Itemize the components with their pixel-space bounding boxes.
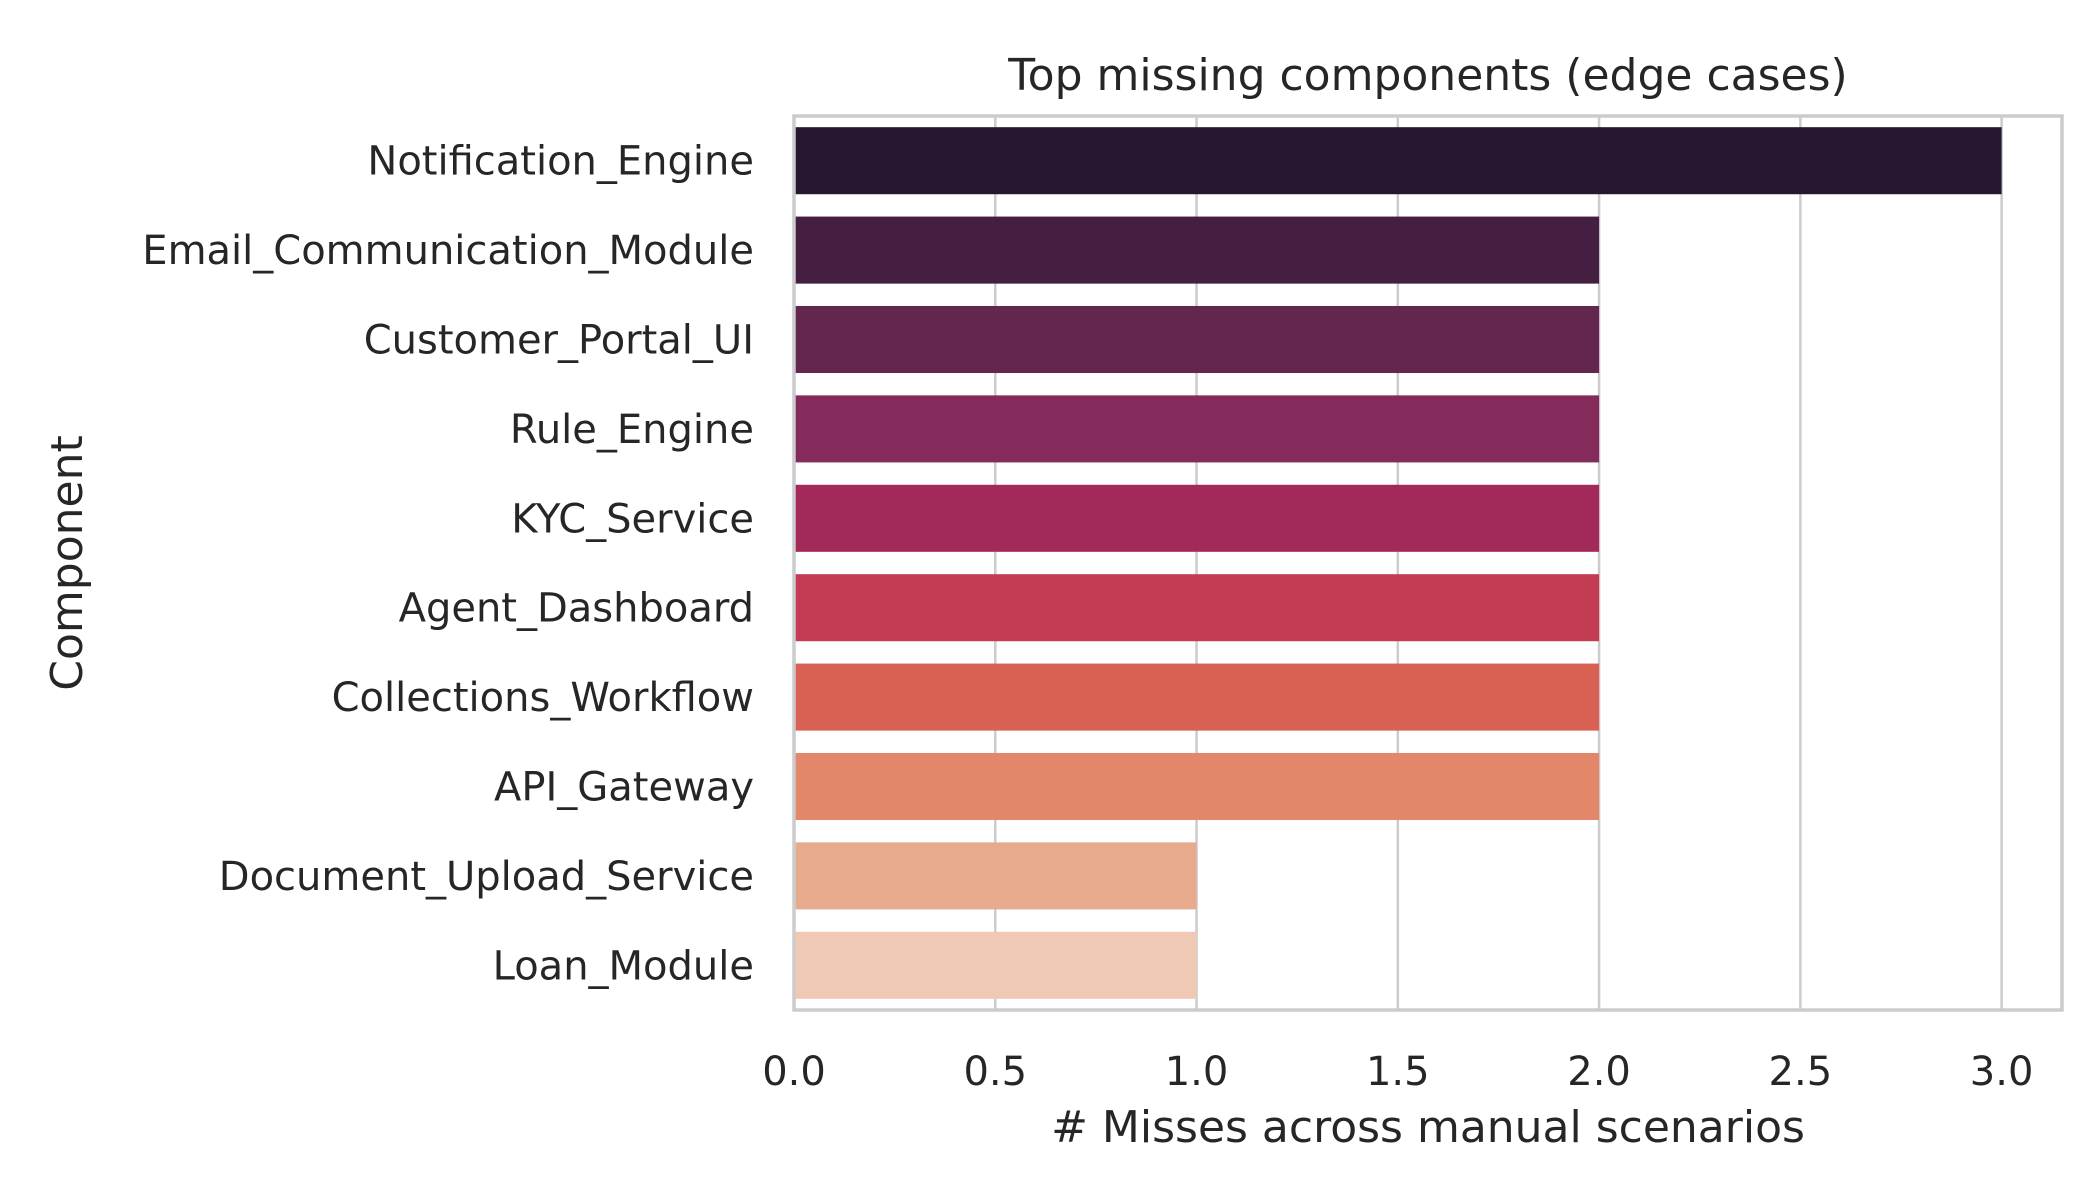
y-tick-label: KYC_Service [511,496,754,542]
bar [794,127,2002,195]
y-tick-label: Customer_Portal_UI [364,318,754,364]
x-tick-label: 1.5 [1366,1049,1430,1095]
bar [794,484,1600,552]
bars [794,127,2002,999]
x-tick-label: 2.0 [1567,1049,1631,1095]
y-tick-label: Document_Upload_Service [219,854,754,900]
y-tick-label: Collections_Workflow [332,675,754,721]
y-tick-label: Agent_Dashboard [399,586,754,632]
y-tick-label: Notification_Engine [367,139,754,185]
plot-frame [792,114,2064,1012]
y-tick-label: Rule_Engine [510,407,754,453]
bar [794,931,1197,999]
y-tick-label: API_Gateway [494,765,754,811]
chart-title: Top missing components (edge cases) [1007,50,1847,101]
x-tick-label: 0.0 [762,1049,826,1095]
y-tick-label: Loan_Module [493,943,754,989]
y-tick-labels: Notification_Engine Email_Communication_M… [142,139,754,990]
bar [794,216,1600,284]
x-tick-label: 0.5 [963,1049,1027,1095]
bar [794,305,1600,374]
y-axis-title: Component [42,435,93,690]
bar [794,663,1600,731]
bar [794,395,1600,463]
bar [794,842,1197,910]
x-tick-label: 2.5 [1769,1049,1833,1095]
x-axis-title: # Misses across manual scenarios [1051,1102,1805,1153]
x-tick-label: 3.0 [1970,1049,2034,1095]
bar [794,752,1600,821]
x-tick-labels: 0.0 0.5 1.0 1.5 2.0 2.5 3.0 [762,1049,2033,1095]
bar [794,574,1600,642]
x-tick-label: 1.0 [1165,1049,1229,1095]
y-tick-label: Email_Communication_Module [142,228,754,274]
